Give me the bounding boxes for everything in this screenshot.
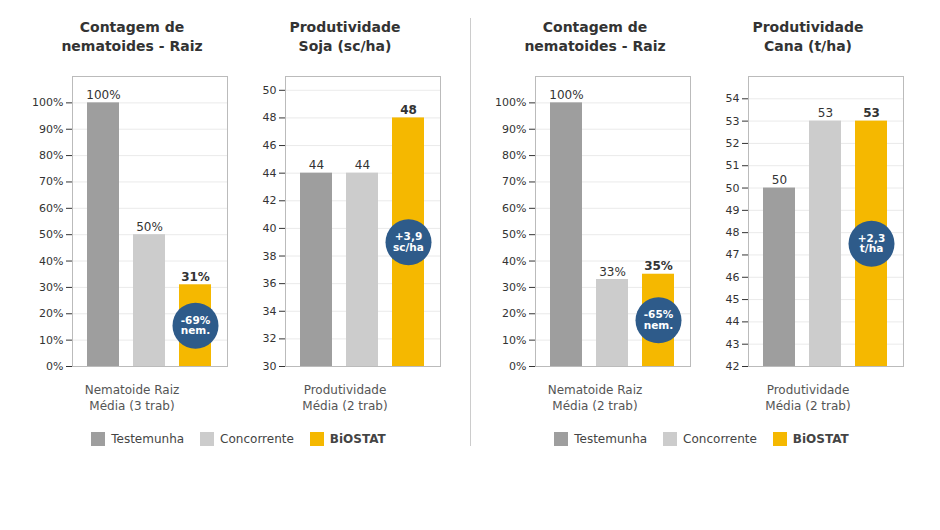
svg-text:90%: 90% [502,123,526,136]
svg-text:100%: 100% [32,96,63,109]
svg-text:48: 48 [262,111,276,124]
svg-text:40%: 40% [39,255,63,268]
svg-text:51: 51 [725,159,739,172]
svg-text:70%: 70% [39,175,63,188]
svg-text:50%: 50% [136,220,163,234]
svg-text:47: 47 [725,248,739,261]
svg-text:10%: 10% [502,334,526,347]
svg-text:33%: 33% [599,265,626,279]
html-text:Concorrente: Concorrente [683,432,757,446]
svg-text:30%: 30% [502,281,526,294]
html-text:Nematoide Raiz Média (3 trab): Nematoide Raiz Média (3 trab) [84,383,180,414]
html-text:Produtividade Soja (sc/ha): Produtividade Soja (sc/ha) [289,19,401,54]
html-text:Produtividade Cana (t/ha): Produtividade Cana (t/ha) [752,19,864,54]
svg-text:50: 50 [262,84,276,97]
html-text:Produtividade Média (2 trab): Produtividade Média (2 trab) [302,383,388,414]
svg-text:43: 43 [725,338,739,351]
svg-text:30%: 30% [39,281,63,294]
svg-text:40%: 40% [502,255,526,268]
svg-text:+2,3t/ha: +2,3t/ha [857,232,884,255]
svg-text:53: 53 [863,106,880,120]
svg-text:31%: 31% [181,270,210,284]
svg-text:52: 52 [725,137,739,150]
svg-text:35%: 35% [644,259,673,273]
svg-text:0%: 0% [46,360,63,373]
svg-text:60%: 60% [502,202,526,215]
svg-text:80%: 80% [502,149,526,162]
svg-text:36: 36 [262,277,276,290]
svg-text:0%: 0% [509,360,526,373]
svg-text:50%: 50% [39,228,63,241]
svg-text:100%: 100% [86,88,120,102]
html-text:Testemunha: Testemunha [574,432,648,446]
svg-text:54: 54 [725,92,739,105]
svg-text:46: 46 [262,139,276,152]
html-text:Produtividade Média (2 trab): Produtividade Média (2 trab) [765,383,851,414]
svg-text:44: 44 [262,167,276,180]
svg-text:48: 48 [725,226,739,239]
svg-text:100%: 100% [495,96,526,109]
svg-text:-65%nem.: -65%nem. [643,308,673,331]
svg-text:20%: 20% [39,307,63,320]
svg-text:42: 42 [262,194,276,207]
svg-text:50%: 50% [502,228,526,241]
html-text:Contagem de nematoides - Raiz: Contagem de nematoides - Raiz [61,19,203,54]
svg-text:20%: 20% [502,307,526,320]
html-text:BiOSTAT: BiOSTAT [792,432,849,446]
svg-text:50: 50 [771,173,786,187]
html-text:Contagem de nematoides - Raiz: Contagem de nematoides - Raiz [524,19,666,54]
html-text:Nematoide Raiz Média (2 trab): Nematoide Raiz Média (2 trab) [547,383,643,414]
svg-text:49: 49 [725,204,739,217]
svg-text:-69%nem.: -69%nem. [180,314,210,337]
svg-text:50: 50 [725,182,739,195]
svg-text:44: 44 [354,158,369,172]
svg-text:53: 53 [817,106,832,120]
svg-text:42: 42 [725,360,739,373]
svg-text:80%: 80% [39,149,63,162]
svg-text:44: 44 [725,315,739,328]
svg-text:46: 46 [725,271,739,284]
svg-text:60%: 60% [39,202,63,215]
svg-text:10%: 10% [39,334,63,347]
svg-text:48: 48 [400,103,417,117]
svg-text:38: 38 [262,250,276,263]
html-text:BiOSTAT: BiOSTAT [329,432,386,446]
svg-text:+3,9sc/ha: +3,9sc/ha [393,230,424,253]
svg-text:44: 44 [308,158,323,172]
svg-text:90%: 90% [39,123,63,136]
svg-text:100%: 100% [549,88,583,102]
svg-text:40: 40 [262,222,276,235]
svg-text:30: 30 [262,360,276,373]
svg-text:45: 45 [725,293,739,306]
html-text:Testemunha: Testemunha [111,432,185,446]
svg-text:34: 34 [262,305,276,318]
svg-text:32: 32 [262,332,276,345]
svg-text:53: 53 [725,115,739,128]
html-text:Concorrente: Concorrente [220,432,294,446]
svg-text:70%: 70% [502,175,526,188]
